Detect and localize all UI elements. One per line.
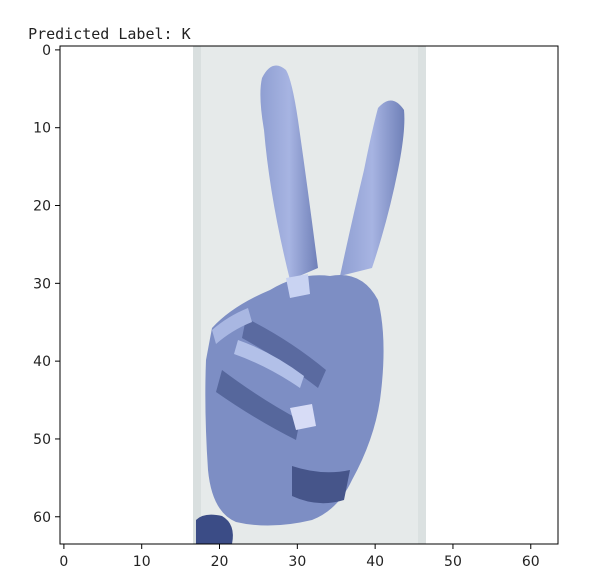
x-tick-label: 50 xyxy=(444,554,462,570)
x-tick-label: 60 xyxy=(522,554,540,570)
y-tick-label: 10 xyxy=(33,121,51,137)
x-tick-label: 30 xyxy=(288,554,306,570)
y-tick-label: 60 xyxy=(33,510,51,526)
y-tick-label: 40 xyxy=(33,354,51,370)
x-tick-label: 20 xyxy=(211,554,229,570)
x-axis: 0 10 20 30 40 50 60 xyxy=(59,544,539,570)
y-tick-label: 30 xyxy=(33,276,51,292)
x-tick-label: 40 xyxy=(366,554,384,570)
y-tick-label: 20 xyxy=(33,199,51,215)
x-tick-label: 10 xyxy=(133,554,151,570)
y-tick-label: 0 xyxy=(42,43,51,59)
x-tick-label: 0 xyxy=(59,554,68,570)
highlight-3 xyxy=(286,274,310,298)
backdrop-edge-right xyxy=(418,46,426,544)
y-tick-label: 50 xyxy=(33,432,51,448)
image-area xyxy=(60,46,558,544)
y-axis: 0 10 20 30 40 50 60 xyxy=(33,43,60,526)
backdrop-edge-left xyxy=(193,46,201,544)
